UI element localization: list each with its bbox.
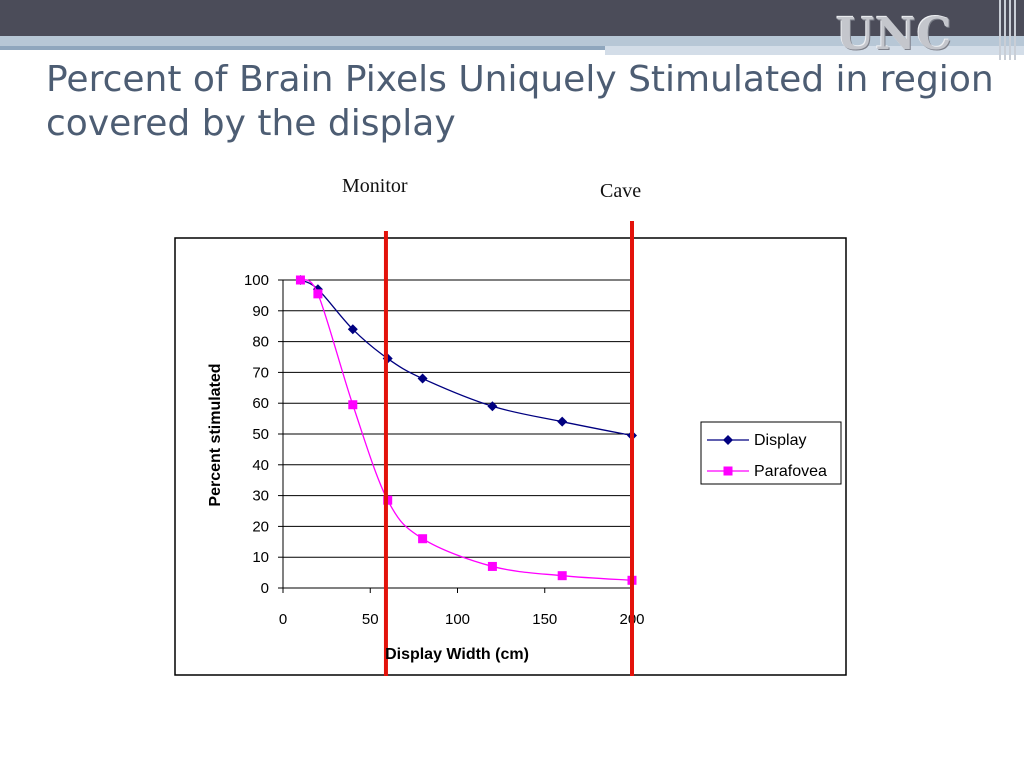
header-bar [0,0,1024,36]
data-point [295,275,305,285]
data-point [347,324,358,335]
y-tick-label: 40 [252,457,269,474]
legend-swatch-marker [723,435,733,445]
x-tick-label: 50 [362,611,379,628]
x-tick-label: 100 [445,611,470,628]
legend-label: Display [754,432,806,449]
marker-label-monitor: Monitor [342,175,408,197]
header-accent-band [0,36,1024,46]
y-tick-label: 20 [252,518,269,535]
slide-title: Percent of Brain Pixels Uniquely Stimula… [46,59,994,144]
legend-label: Parafovea [754,463,827,480]
y-tick-label: 50 [252,426,269,443]
data-point [487,401,498,412]
data-point [348,400,358,410]
marker-lines [383,221,634,676]
y-tick-label: 70 [252,364,269,381]
header-accent-band-dark [0,46,605,50]
legend: Display Parafovea [700,421,842,485]
y-tick-label: 10 [252,549,269,566]
grid [283,279,632,558]
y-tick-label: 0 [261,580,269,597]
x-tick-label: 150 [532,611,557,628]
y-tick-label: 90 [252,303,269,320]
legend-swatch-marker [723,466,733,476]
decorative-lines [994,0,1016,60]
data-point [557,416,568,427]
data-point [557,571,567,581]
y-tick-label: 80 [252,334,269,351]
y-tick-label: 100 [244,272,269,289]
x-axis-label: Display Width (cm) [385,646,529,663]
y-axis-label: Percent stimulated [207,363,224,506]
data-point [487,561,497,571]
data-point [417,373,428,384]
series-line [300,279,633,581]
x-tick-label: 0 [279,611,287,628]
data-point [418,534,428,544]
header-accent-band-light [605,46,1024,55]
y-tick-label: 30 [252,488,269,505]
unc-logo: UNC [836,9,953,60]
data-point [313,289,323,299]
marker-label-cave: Cave [600,180,642,202]
y-tick-label: 60 [252,395,269,412]
